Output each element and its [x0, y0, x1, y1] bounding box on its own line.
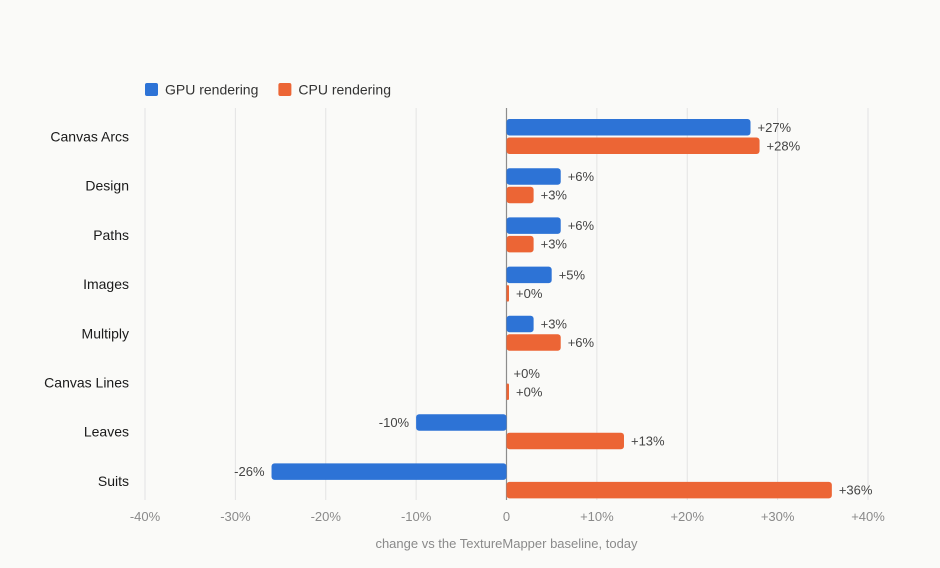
- bar: [506, 137, 760, 154]
- x-tick-label: +10%: [580, 509, 614, 524]
- data-label: +6%: [568, 218, 595, 233]
- data-label: +36%: [839, 483, 873, 498]
- data-label: +5%: [559, 267, 586, 282]
- bar: [506, 315, 534, 333]
- bar: [271, 463, 507, 480]
- category-label: Canvas Arcs: [50, 129, 129, 145]
- data-label: +0%: [516, 286, 543, 301]
- bar: [506, 432, 624, 450]
- category-label: Images: [83, 276, 129, 292]
- data-label: +27%: [758, 120, 792, 135]
- bar: [416, 414, 507, 431]
- data-label: +28%: [767, 138, 801, 153]
- category-label: Canvas Lines: [44, 375, 129, 391]
- category-label: Multiply: [82, 325, 129, 341]
- bar: [506, 383, 509, 400]
- category-label: Design: [85, 178, 129, 194]
- x-tick-label: +30%: [761, 509, 795, 524]
- category-label: Paths: [93, 227, 129, 243]
- data-label: +13%: [631, 433, 665, 448]
- x-tick-label: +20%: [670, 509, 704, 524]
- bar: [506, 119, 751, 136]
- legend-label: GPU rendering: [165, 82, 258, 98]
- bar: [506, 186, 534, 204]
- x-tick-label: -40%: [130, 509, 161, 524]
- legend: GPU rendering CPU rendering: [145, 82, 391, 98]
- bar: [506, 334, 561, 351]
- data-label: +6%: [568, 335, 595, 350]
- x-tick-label: -10%: [401, 509, 432, 524]
- labels: Canvas Arcs+27%+28%Design+6%+3%Paths+6%+…: [44, 120, 873, 498]
- bar: [506, 285, 509, 302]
- data-label: +6%: [568, 169, 595, 184]
- bars: [271, 119, 832, 499]
- data-label: +3%: [541, 237, 568, 252]
- data-label: +0%: [514, 366, 541, 381]
- legend-swatch: [278, 83, 292, 96]
- data-label: +3%: [541, 187, 568, 202]
- data-label: +3%: [541, 317, 568, 332]
- x-tick-label: +40%: [851, 509, 885, 524]
- data-label: +0%: [516, 384, 543, 399]
- legend-swatch: [145, 83, 158, 96]
- category-label: Leaves: [84, 424, 129, 440]
- data-label: -26%: [234, 464, 265, 479]
- bar: [506, 235, 534, 253]
- x-tick-label: -30%: [220, 509, 251, 524]
- bar: [506, 481, 832, 499]
- data-label: -10%: [379, 415, 410, 430]
- x-tick-label: -20%: [311, 509, 342, 524]
- x-axis-title: change vs the TextureMapper baseline, to…: [375, 536, 638, 551]
- bar: [506, 266, 552, 284]
- category-label: Suits: [98, 473, 129, 489]
- bar: [506, 168, 561, 185]
- x-tick-label: 0: [503, 509, 510, 524]
- bar: [506, 217, 561, 234]
- legend-label: CPU rendering: [298, 82, 391, 98]
